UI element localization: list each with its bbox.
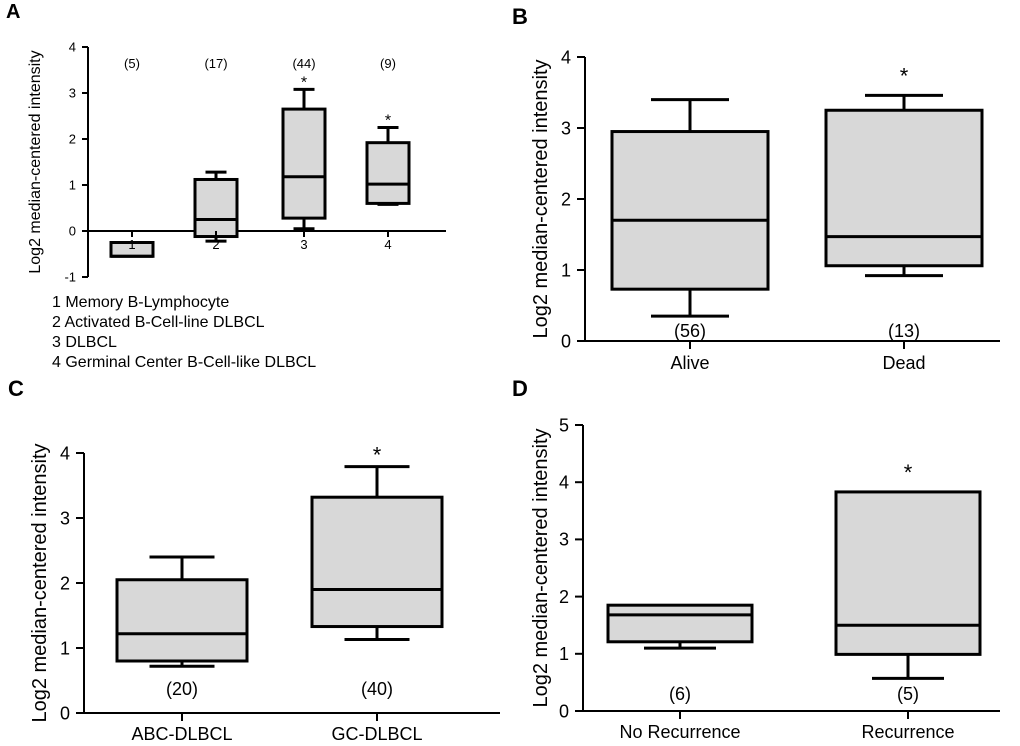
x-category-label: Alive <box>670 353 709 373</box>
y-tick-label: 1 <box>69 178 76 193</box>
y-tick-label: 1 <box>60 638 70 658</box>
sample-count-label: (20) <box>166 679 198 699</box>
panel-d: D Log2 median-centered intensity 0 1 2 3 4 5 No … <box>512 376 1000 742</box>
y-tick-label: 0 <box>69 224 76 239</box>
legend-item: 1 Memory B-Lymphocyte <box>52 294 229 311</box>
y-tick-label: 3 <box>561 118 571 138</box>
y-tick-label: 4 <box>561 47 571 67</box>
y-tick-label: 2 <box>561 189 571 209</box>
y-tick-label: -1 <box>64 270 76 285</box>
y-tick-label: 1 <box>561 260 571 280</box>
y-axis-label: Log2 median-centered intensity <box>530 428 552 707</box>
significance-star: * <box>373 443 382 468</box>
y-axis-label: Log2 median-centered intensity <box>27 50 44 273</box>
sample-count-label: (5) <box>897 684 919 704</box>
x-category-label: 1 <box>128 237 135 252</box>
x-category-label: ABC-DLBCL <box>131 724 232 744</box>
significance-star: * <box>900 63 909 88</box>
box-recurrence <box>834 490 982 656</box>
y-tick-label: 3 <box>69 86 76 101</box>
y-tick-label: 3 <box>60 508 70 528</box>
box-no-recurrence <box>606 603 754 644</box>
box-2 <box>193 177 239 239</box>
box-alive <box>610 130 770 291</box>
box-abc-dlbcl <box>115 578 249 663</box>
x-category-label: Dead <box>882 353 925 373</box>
box-3 <box>281 107 327 220</box>
panel-a: A Log2 median-centered intensity -1 0 1 2 3 4 1 (… <box>6 1 446 371</box>
legend-item: 3 DLBCL <box>52 334 117 351</box>
panel-letter-a: A <box>6 1 20 23</box>
box-gc-dlbcl <box>310 495 444 629</box>
sample-count-label: (9) <box>380 56 396 71</box>
sample-count-label: (56) <box>674 321 706 341</box>
legend-item: 2 Activated B-Cell-line DLBCL <box>52 314 265 331</box>
significance-star: * <box>904 460 913 485</box>
sample-count-label: (44) <box>292 56 315 71</box>
y-tick-label: 4 <box>69 40 76 55</box>
y-tick-label: 5 <box>559 415 569 435</box>
sample-count-label: (5) <box>124 56 140 71</box>
box-4 <box>365 141 411 205</box>
y-tick-label: 2 <box>69 132 76 147</box>
y-tick-label: 4 <box>60 443 70 463</box>
panel-letter-d: D <box>512 376 528 401</box>
sample-count-label: (13) <box>888 321 920 341</box>
sample-count-label: (17) <box>204 56 227 71</box>
panel-letter-b: B <box>512 4 528 29</box>
x-category-label: 3 <box>300 237 307 252</box>
x-category-label: GC-DLBCL <box>331 724 422 744</box>
x-category-label: 4 <box>384 237 391 252</box>
y-tick-label: 0 <box>60 703 70 723</box>
x-category-label: Recurrence <box>861 722 954 742</box>
y-tick-label: 3 <box>559 530 569 550</box>
y-tick-label: 2 <box>559 587 569 607</box>
significance-star: * <box>385 113 391 130</box>
y-tick-label: 1 <box>559 644 569 664</box>
y-axis-label: Log2 median-centered intensity <box>29 443 51 722</box>
panel-b: B Log2 median-centered intensity 0 1 2 3 4 Aliv… <box>512 4 1000 373</box>
x-category-label: No Recurrence <box>619 722 740 742</box>
panel-letter-c: C <box>8 376 24 401</box>
legend-item: 4 Germinal Center B-Cell-like DLBCL <box>52 354 316 371</box>
y-tick-label: 4 <box>559 473 569 493</box>
x-category-label: 2 <box>212 237 219 252</box>
box-dead <box>824 108 984 268</box>
y-axis-label: Log2 median-centered intensity <box>530 59 552 338</box>
y-tick-label: 0 <box>561 331 571 351</box>
sample-count-label: (6) <box>669 684 691 704</box>
y-tick-label: 0 <box>559 701 569 721</box>
panel-c: C Log2 median-centered intensity 0 1 2 3 4 ABC-… <box>8 376 500 744</box>
significance-star: * <box>301 74 307 91</box>
sample-count-label: (40) <box>361 679 393 699</box>
y-tick-label: 2 <box>60 573 70 593</box>
